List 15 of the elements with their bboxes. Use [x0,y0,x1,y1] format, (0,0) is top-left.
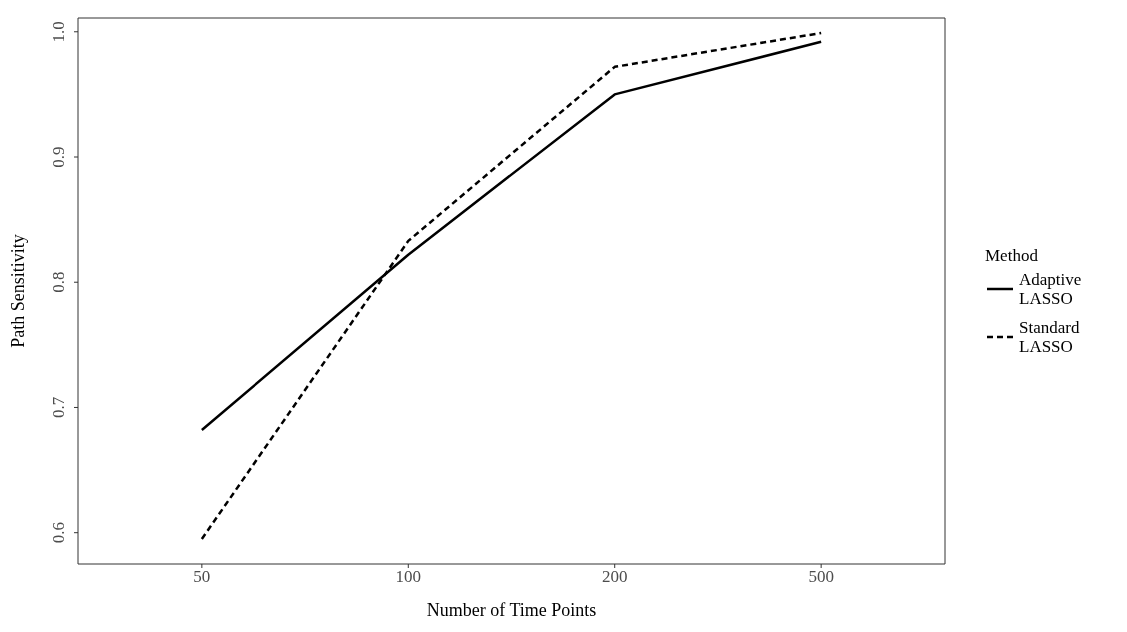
y-tick-label: 0.6 [49,522,68,544]
x-tick-label: 50 [193,567,211,587]
x-axis-title: Number of Time Points [426,600,597,620]
y-tick-label: 1.0 [49,21,68,43]
x-tick-label: 100 [395,567,422,587]
y-axis-title: Path Sensitivity [8,234,29,348]
legend-label: Standard LASSO [1019,318,1081,356]
x-tick-label: 500 [808,567,834,587]
legend-label: Adaptive LASSO [1019,270,1083,308]
y-tick-label: 0.7 [49,396,68,419]
x-tick-label: 200 [601,567,628,587]
legend-title: Method [985,246,1039,266]
y-tick-label: 0.9 [49,146,68,168]
y-tick-label: 0.8 [49,271,68,293]
line-series [200,31,823,541]
